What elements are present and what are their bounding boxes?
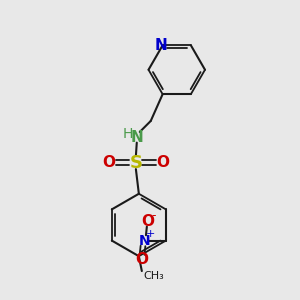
Text: +: + xyxy=(146,229,155,239)
Text: H: H xyxy=(123,127,133,141)
Text: O: O xyxy=(103,155,116,170)
Text: N: N xyxy=(130,130,143,145)
Text: S: S xyxy=(129,154,142,172)
Text: O: O xyxy=(135,252,148,267)
Text: O: O xyxy=(156,155,169,170)
Text: O: O xyxy=(141,214,154,229)
Text: -: - xyxy=(151,209,156,222)
Text: N: N xyxy=(155,38,167,53)
Text: N: N xyxy=(139,234,150,248)
Text: CH₃: CH₃ xyxy=(143,271,164,281)
